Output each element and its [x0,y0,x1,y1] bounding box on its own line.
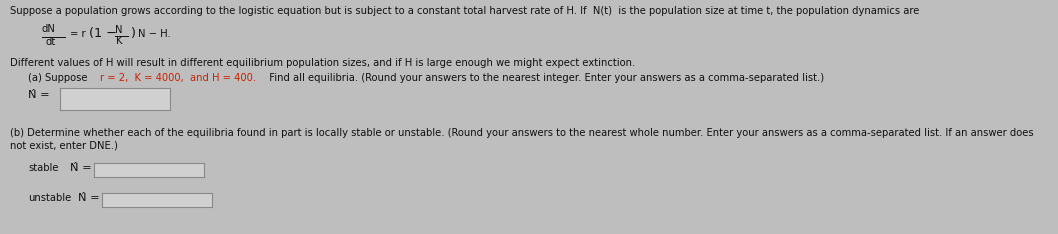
Text: r = 2,  K = 4000,  and H = 400.: r = 2, K = 4000, and H = 400. [101,73,256,83]
Text: N̂ =: N̂ = [70,163,92,173]
Text: N̂ =: N̂ = [78,193,99,203]
Text: N: N [115,25,123,35]
Text: (b) Determine whether each of the equilibria found in part is locally stable or : (b) Determine whether each of the equili… [10,128,1034,138]
Text: K: K [116,36,123,46]
Text: Different values of H will result in different equilibrium population sizes, and: Different values of H will result in dif… [10,58,635,68]
Text: (1 −: (1 − [89,27,116,40]
Text: (a) Suppose: (a) Suppose [28,73,91,83]
Text: dN: dN [42,24,56,34]
Text: unstable: unstable [28,193,71,203]
Text: Find all equilibria. (Round your answers to the nearest integer. Enter your answ: Find all equilibria. (Round your answers… [263,73,824,83]
Text: ): ) [130,27,134,40]
Text: N − H.: N − H. [138,29,170,39]
Text: N̂ =: N̂ = [28,90,50,100]
Text: Suppose a population grows according to the logistic equation but is subject to : Suppose a population grows according to … [10,6,919,16]
Text: not exist, enter DNE.): not exist, enter DNE.) [10,140,117,150]
Text: stable: stable [28,163,58,173]
Text: dt: dt [45,37,56,47]
Text: = r: = r [70,29,86,39]
